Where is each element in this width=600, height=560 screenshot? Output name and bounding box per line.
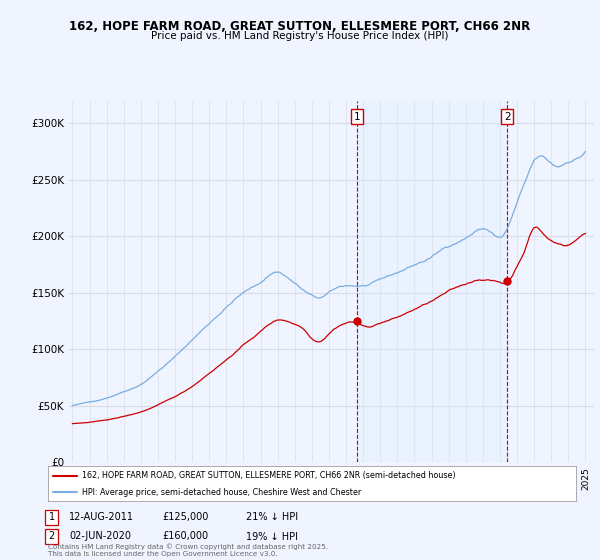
Text: 162, HOPE FARM ROAD, GREAT SUTTON, ELLESMERE PORT, CH66 2NR (semi-detached house: 162, HOPE FARM ROAD, GREAT SUTTON, ELLES… — [82, 471, 456, 480]
Text: 12-AUG-2011: 12-AUG-2011 — [69, 512, 134, 522]
Text: Contains HM Land Registry data © Crown copyright and database right 2025.
This d: Contains HM Land Registry data © Crown c… — [48, 544, 328, 557]
Text: £125,000: £125,000 — [162, 512, 208, 522]
Text: 02-JUN-2020: 02-JUN-2020 — [69, 531, 131, 542]
Text: 162, HOPE FARM ROAD, GREAT SUTTON, ELLESMERE PORT, CH66 2NR: 162, HOPE FARM ROAD, GREAT SUTTON, ELLES… — [70, 20, 530, 32]
Text: 1: 1 — [353, 111, 360, 122]
Text: 2: 2 — [49, 531, 55, 542]
Bar — [356, 101, 507, 462]
Text: Price paid vs. HM Land Registry's House Price Index (HPI): Price paid vs. HM Land Registry's House … — [151, 31, 449, 41]
Text: 19% ↓ HPI: 19% ↓ HPI — [246, 531, 298, 542]
Text: 1: 1 — [49, 512, 55, 522]
Text: HPI: Average price, semi-detached house, Cheshire West and Chester: HPI: Average price, semi-detached house,… — [82, 488, 362, 497]
Text: 21% ↓ HPI: 21% ↓ HPI — [246, 512, 298, 522]
Text: £160,000: £160,000 — [162, 531, 208, 542]
Text: 2: 2 — [504, 111, 511, 122]
